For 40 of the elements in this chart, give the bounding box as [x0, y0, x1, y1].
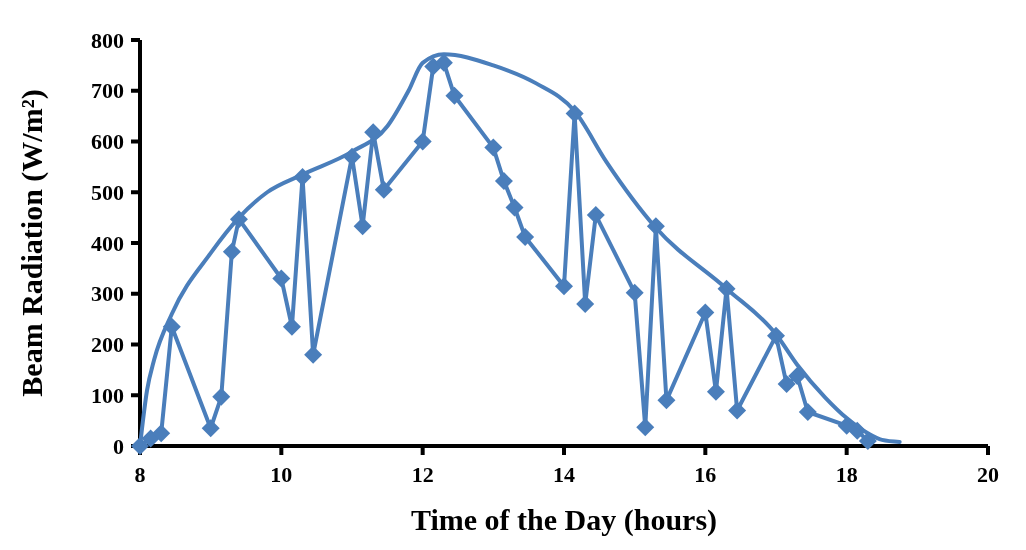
x-tick-label: 10	[270, 462, 293, 487]
point	[374, 180, 393, 199]
point	[777, 375, 796, 394]
point	[696, 303, 715, 322]
x-tick-label: 8	[134, 462, 146, 487]
y-tick-label: 0	[113, 433, 124, 459]
x-axis-title: Time of the Day (hours)	[410, 503, 718, 537]
y-tick-label: 200	[91, 332, 124, 358]
point	[413, 132, 432, 151]
x-tick-label: 12	[411, 462, 434, 487]
y-tick-label: 700	[91, 78, 124, 104]
point	[494, 172, 513, 191]
point	[657, 391, 676, 410]
point	[201, 419, 220, 438]
y-axis-title: Beam Radiation (W/m²)	[15, 89, 49, 397]
point	[212, 387, 231, 406]
point	[555, 277, 573, 296]
y-tick-label: 100	[91, 382, 124, 408]
point	[484, 138, 503, 157]
point	[625, 283, 644, 302]
y-tick-label: 800	[91, 27, 124, 53]
point	[445, 86, 464, 105]
point	[353, 217, 372, 236]
point	[272, 269, 291, 288]
y-tick-label: 600	[91, 129, 124, 155]
x-tick-label: 14	[553, 462, 575, 487]
point	[516, 227, 535, 246]
x-tick-label: 20	[977, 462, 999, 487]
point	[505, 198, 524, 217]
point	[728, 401, 747, 420]
point	[586, 206, 605, 225]
point	[798, 403, 817, 421]
x-tick-label: 18	[835, 462, 858, 487]
point	[152, 424, 171, 443]
point	[636, 418, 655, 437]
y-tick-label: 400	[91, 230, 124, 256]
y-tick-label: 500	[91, 179, 124, 205]
x-tick-label: 16	[694, 462, 717, 487]
y-tick-label: 300	[91, 281, 124, 307]
point	[222, 242, 241, 261]
